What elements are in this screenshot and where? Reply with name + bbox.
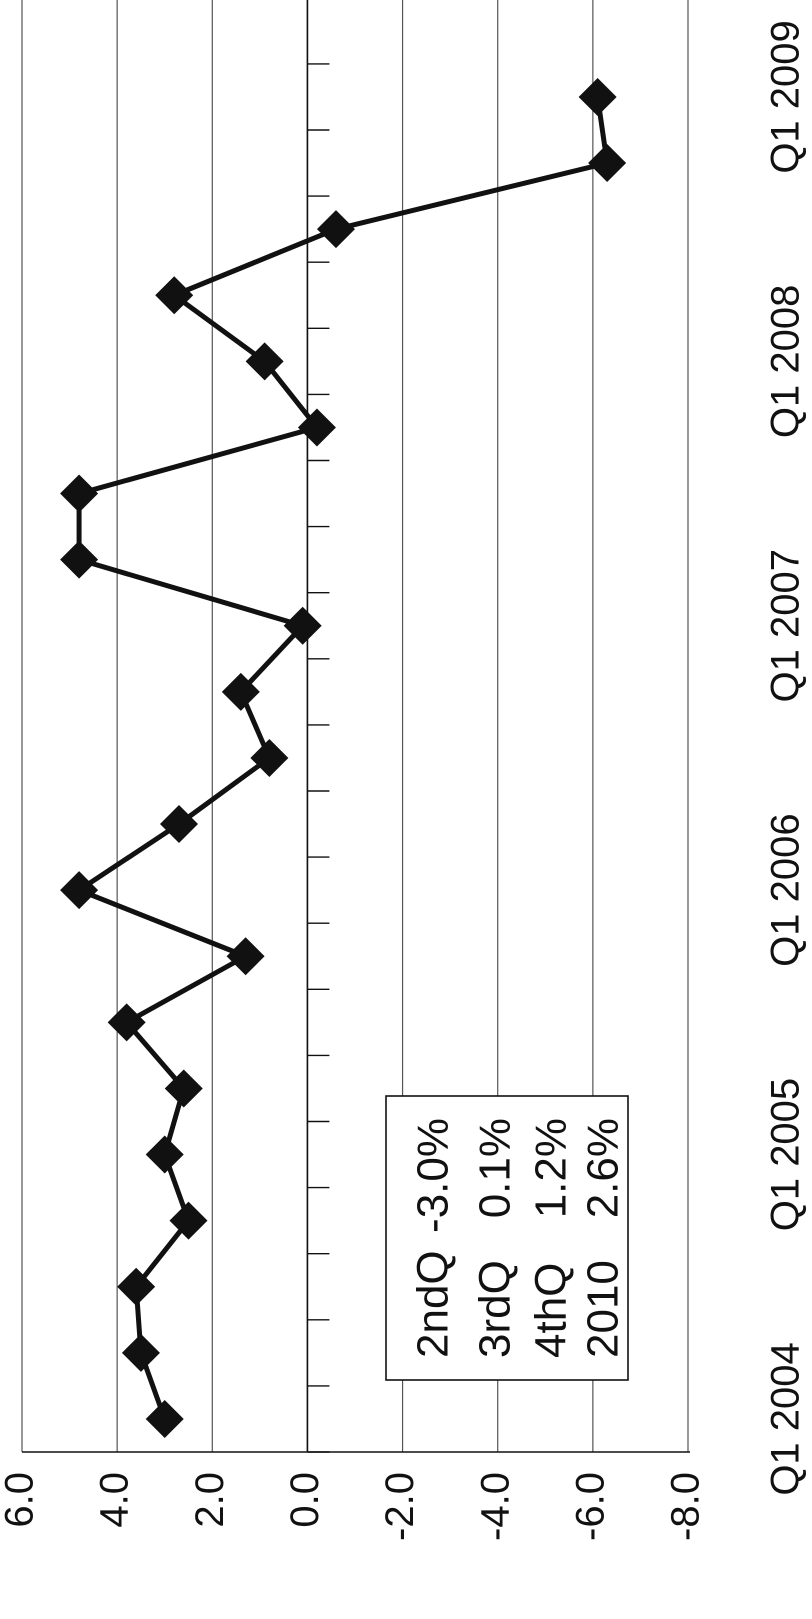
data-point-10 (250, 738, 289, 777)
value-tick-label-6: -6.0 (568, 1472, 612, 1541)
data-point-11 (221, 672, 260, 711)
value-tick-label-3: 0.0 (283, 1472, 327, 1528)
category-tick-label-2: Q1 2006 (764, 813, 808, 966)
data-point-12 (283, 606, 322, 645)
category-tick-label-5: Q1 2009 (764, 20, 808, 173)
value-tick-label-4: -2.0 (378, 1472, 422, 1541)
data-point-0 (145, 1399, 184, 1438)
legend-label-1: 3rdQ (471, 1260, 520, 1358)
data-point-19 (588, 144, 627, 183)
data-point-2 (117, 1267, 156, 1306)
legend-value-0: -3.0% (409, 1118, 458, 1233)
data-point-1 (121, 1333, 160, 1372)
data-point-13 (60, 540, 99, 579)
data-point-14 (60, 474, 99, 513)
legend-frame (385, 1095, 629, 1381)
value-tick-label-0: 6.0 (0, 1472, 42, 1528)
legend-line-1: 3rdQ 0.1% (471, 1118, 520, 1358)
category-tick-label-4: Q1 2008 (764, 285, 808, 438)
legend-value-2: 1.2% (527, 1118, 576, 1218)
data-point-3 (169, 1201, 208, 1240)
legend-value-1: 0.1% (471, 1118, 520, 1218)
data-point-6 (107, 1003, 146, 1042)
category-tick-label-3: Q1 2007 (764, 549, 808, 702)
legend-label-0: 2ndQ (409, 1250, 458, 1358)
value-tick-label-1: 4.0 (93, 1472, 137, 1528)
tick-labels: 6.0 4.0 2.0 0.0 -2.0 -4.0 -6.0 -8.0 Q1 2004 Q1 20… (0, 20, 808, 1541)
data-point-18 (316, 210, 355, 249)
data-point-4 (145, 1135, 184, 1174)
data-series (60, 77, 627, 1438)
value-tick-label-7: -8.0 (664, 1472, 708, 1541)
legend-line-3: 2010 2.6% (579, 1118, 628, 1358)
category-tick-label-0: Q1 2004 (764, 1342, 808, 1495)
legend-value-3: 2.6% (579, 1118, 628, 1218)
legend-box: 2ndQ -3.0% 3rdQ 0.1%4thQ 1.2%2010 2.6% (385, 1095, 629, 1381)
legend-label-2: 4thQ (527, 1263, 576, 1358)
data-point-16 (245, 342, 284, 381)
legend-label-3: 2010 (579, 1260, 628, 1358)
legend-line-0: 2ndQ -3.0% (409, 1118, 458, 1358)
data-point-9 (159, 805, 198, 844)
data-point-17 (155, 276, 194, 315)
data-point-7 (226, 937, 265, 976)
data-point-8 (60, 871, 99, 910)
legend-line-2: 4thQ 1.2% (527, 1118, 576, 1358)
value-tick-label-2: 2.0 (188, 1472, 232, 1528)
data-point-15 (297, 408, 336, 447)
data-point-20 (578, 77, 617, 116)
data-point-5 (164, 1069, 203, 1108)
value-tick-label-5: -4.0 (473, 1472, 517, 1541)
category-tick-label-1: Q1 2005 (764, 1078, 808, 1231)
